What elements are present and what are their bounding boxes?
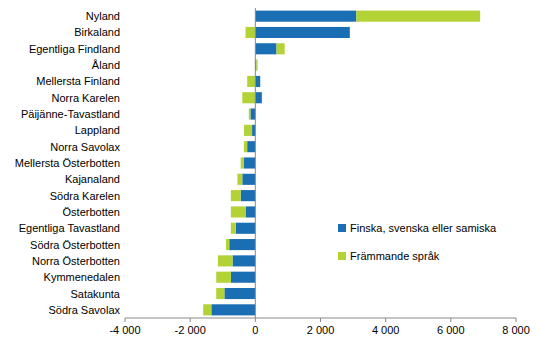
category-label: Södra Österbotten <box>30 239 120 251</box>
bar <box>255 92 262 103</box>
x-tick-label: 0 <box>252 324 258 336</box>
bar <box>218 255 233 266</box>
legend-label: Finska, svenska eller samiska <box>350 222 497 234</box>
bar <box>249 109 251 120</box>
bar <box>246 206 256 217</box>
bar <box>244 141 247 152</box>
bar <box>224 288 255 299</box>
bar <box>247 141 255 152</box>
bar <box>229 239 255 250</box>
zero-line <box>255 8 256 318</box>
bar <box>256 60 257 71</box>
bar <box>356 11 480 22</box>
category-label: Birkaland <box>74 26 120 38</box>
category-label: Åland <box>92 59 120 71</box>
bar <box>247 76 255 87</box>
bar <box>226 239 229 250</box>
category-label: Norra Savolax <box>50 141 120 153</box>
bar <box>255 11 356 22</box>
bar <box>216 288 224 299</box>
category-label: Satakunta <box>70 288 120 300</box>
chart: Nyland Birkaland Egentliga Findland Åland Me… <box>0 0 540 342</box>
x-tick-label: 6 000 <box>437 324 465 336</box>
bar <box>246 27 256 38</box>
bar <box>244 125 252 136</box>
x-tick <box>320 318 321 322</box>
category-label: Egentliga Findland <box>29 43 120 55</box>
x-tick-label: 2 000 <box>307 324 335 336</box>
legend-label: Främmande språk <box>350 250 440 262</box>
bar <box>250 109 255 120</box>
legend-swatch <box>338 224 346 232</box>
bar <box>216 272 231 283</box>
x-tick-label: -2 000 <box>175 324 206 336</box>
bar <box>231 223 236 234</box>
bar <box>231 206 246 217</box>
bar <box>241 190 256 201</box>
x-tick-label: 8 000 <box>502 324 530 336</box>
x-tick <box>255 318 256 322</box>
bar <box>233 255 256 266</box>
category-label: Mellersta Finland <box>36 75 120 87</box>
x-tick <box>516 318 517 322</box>
bar <box>244 157 255 168</box>
bar <box>231 190 241 201</box>
bar <box>242 174 255 185</box>
bar <box>241 157 244 168</box>
x-tick-label: 4 000 <box>372 324 400 336</box>
bar <box>211 304 255 315</box>
category-label: Egentliga Tavastland <box>19 222 120 234</box>
legend-swatch <box>338 252 346 260</box>
category-label: Mellersta Österbotten <box>15 157 120 169</box>
category-label: Lappland <box>75 124 120 136</box>
bar <box>255 43 276 54</box>
x-tick <box>190 318 191 322</box>
category-label: Södra Savolax <box>48 304 120 316</box>
x-tick <box>385 318 386 322</box>
bar <box>277 43 285 54</box>
category-label: Österbotten <box>63 206 120 218</box>
bar <box>242 92 255 103</box>
bar <box>255 76 260 87</box>
category-label: Kajanaland <box>65 173 120 185</box>
bar <box>203 304 211 315</box>
x-tick-label: -4 000 <box>109 324 140 336</box>
bar <box>236 223 256 234</box>
category-label: Nyland <box>86 10 120 22</box>
category-label: Norra Karelen <box>52 92 120 104</box>
category-label: Norra Österbotten <box>32 255 120 267</box>
bar <box>237 174 242 185</box>
bars <box>203 11 480 316</box>
category-label: Kymmenedalen <box>44 271 120 283</box>
category-label: Södra Karelen <box>50 190 120 202</box>
x-tick <box>450 318 451 322</box>
category-label: Päijänne-Tavastland <box>21 108 120 120</box>
bar <box>255 27 349 38</box>
bar <box>231 272 255 283</box>
x-tick <box>125 318 126 322</box>
